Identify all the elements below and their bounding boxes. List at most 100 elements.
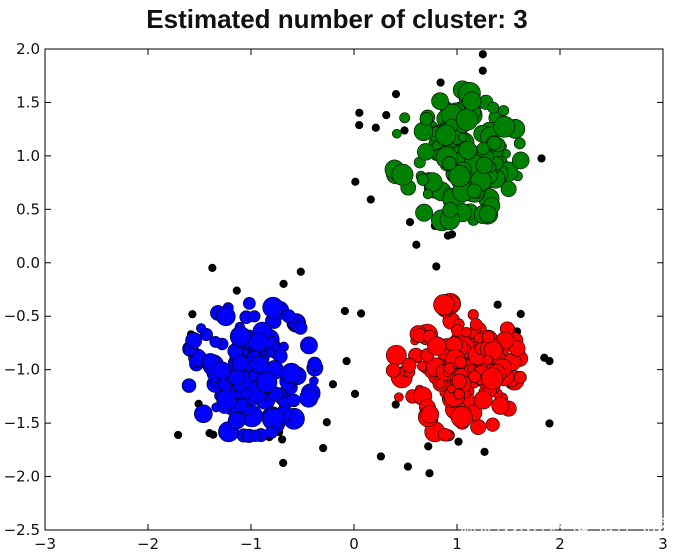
cluster-1-point	[300, 336, 318, 355]
noise-point	[545, 419, 554, 428]
x-axis-ticks: −3 −2 −1 0 1 2 3	[34, 49, 668, 553]
cluster-2-point	[453, 388, 465, 400]
cluster-2-point	[443, 362, 456, 374]
noise-point	[478, 66, 487, 75]
cluster-1-point	[248, 310, 261, 323]
y-tick-label: −1.5	[4, 414, 40, 432]
noise-point	[545, 356, 554, 366]
plot-area	[44, 48, 664, 531]
x-tick-label: −1	[240, 535, 262, 553]
noise-point	[232, 286, 241, 295]
cluster-3-point	[435, 124, 457, 146]
noise-point	[319, 443, 328, 453]
cluster-1-point	[307, 356, 322, 372]
cluster-2-point	[394, 392, 404, 402]
cluster-1-point	[185, 331, 203, 349]
cluster-1-point	[216, 389, 237, 410]
cluster-2-point	[461, 327, 472, 338]
noise-point	[350, 389, 360, 398]
cluster-3-point	[479, 205, 497, 223]
cluster-1-point	[309, 376, 319, 386]
noise-point	[516, 309, 525, 319]
cluster-2-point	[485, 417, 500, 432]
noise-point	[454, 437, 463, 446]
y-axis-ticks: 2.0 1.5 1.0 0.5 0.0 −0.5 −1.0 −1.5 −2.0 −2.5	[4, 40, 663, 539]
cluster-3-point	[391, 163, 414, 186]
cluster-1-point	[287, 393, 301, 408]
cluster-3-point	[487, 101, 500, 114]
cluster-3-point	[419, 112, 433, 126]
noise-point	[356, 309, 366, 318]
cluster-1-point	[181, 378, 197, 393]
cluster-3-point	[513, 137, 526, 150]
cluster-3-point	[498, 105, 510, 117]
noise-point	[366, 195, 375, 204]
y-tick-label: 0.5	[16, 200, 40, 218]
cluster-3-point	[422, 188, 434, 200]
cluster-2-point	[420, 405, 440, 424]
x-tick-label: 3	[658, 535, 668, 553]
cluster-3-point	[417, 143, 435, 161]
noise-point	[188, 310, 197, 319]
cluster-1-point	[250, 355, 269, 374]
noise-point	[436, 78, 445, 87]
cluster-1-point	[229, 326, 251, 348]
cluster-1-point	[262, 296, 284, 318]
cluster-1-point	[216, 306, 236, 327]
cluster-1-point	[194, 404, 213, 424]
cluster-1-point	[255, 371, 278, 393]
x-tick-label: −3	[34, 535, 56, 553]
noise-point	[480, 447, 489, 456]
cluster-2-point	[433, 294, 455, 316]
cluster-3-point	[431, 92, 449, 110]
noise-point	[400, 126, 409, 135]
cluster-3-point	[391, 128, 402, 139]
noise-point	[425, 469, 434, 478]
noise-point	[382, 110, 391, 120]
noise-point	[351, 177, 360, 186]
noise-point	[424, 442, 433, 451]
cluster-1-point	[227, 411, 246, 430]
cluster-2-point	[473, 390, 493, 410]
cluster-2-point	[427, 336, 447, 356]
cluster-2-point	[481, 330, 495, 344]
cluster-1-point	[293, 320, 308, 335]
noise-point	[342, 356, 351, 366]
cluster-3-point	[511, 151, 530, 170]
cluster-3-point	[476, 142, 490, 156]
noise-point	[174, 430, 183, 440]
noise-point	[391, 400, 400, 409]
cluster-2-point	[468, 370, 482, 383]
noise-point	[340, 306, 349, 316]
cluster-2-point	[469, 318, 483, 331]
cluster-1-point	[248, 332, 268, 352]
noise-point	[478, 50, 487, 59]
cluster-3-point	[462, 91, 482, 111]
cluster-1-point	[299, 388, 319, 408]
cluster-2-point	[438, 427, 452, 442]
cluster-1-point	[234, 398, 249, 413]
cluster-1-point	[281, 362, 302, 384]
x-tick-label: 0	[349, 535, 359, 553]
cluster-1-point	[212, 361, 231, 380]
noise-point	[493, 300, 502, 309]
cluster-3-point	[458, 132, 468, 143]
cluster-3-point	[493, 115, 516, 138]
y-tick-label: −2.5	[4, 521, 40, 539]
cluster-2-point	[482, 354, 493, 366]
cluster-2-point	[481, 367, 504, 390]
cluster-1-point	[242, 297, 256, 310]
cluster-2-point	[470, 418, 487, 436]
y-tick-label: −2.0	[4, 468, 40, 486]
x-tick-label: −2	[137, 535, 159, 553]
x-tick-label: 2	[555, 535, 565, 553]
noise-point	[537, 154, 546, 163]
cluster-2-point	[451, 324, 464, 337]
cluster-2-point	[451, 373, 467, 389]
cluster-1-point	[248, 429, 262, 443]
cluster-1-point	[265, 348, 276, 358]
cluster-1-point	[264, 426, 278, 439]
noise-point	[355, 121, 364, 130]
cluster-2-point	[454, 356, 467, 369]
